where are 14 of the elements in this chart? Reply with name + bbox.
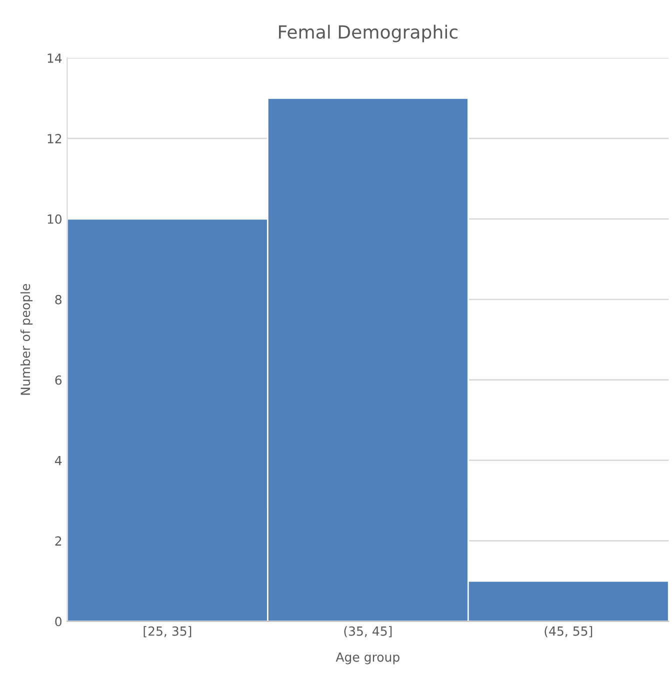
- y-tick-label: 0: [55, 616, 62, 626]
- x-tick-label: (35, 45]: [344, 626, 392, 638]
- y-tick-label: 8: [55, 294, 62, 304]
- y-tick-label: 4: [54, 456, 62, 466]
- x-tick-label: (45, 55]: [544, 626, 592, 638]
- y-tick-label: 14: [48, 54, 62, 63]
- x-tick-label: [25, 35]: [144, 626, 192, 638]
- y-tick-label: 6: [55, 375, 62, 385]
- y-axis-title: Number of people: [20, 284, 33, 395]
- y-tick-label: 12: [48, 134, 62, 144]
- x-axis-title: Age group: [336, 652, 400, 664]
- y-tick-label: 10: [48, 214, 62, 224]
- y-tick-label: 2: [55, 536, 62, 546]
- chart-title: Femal Demographic: [279, 24, 458, 42]
